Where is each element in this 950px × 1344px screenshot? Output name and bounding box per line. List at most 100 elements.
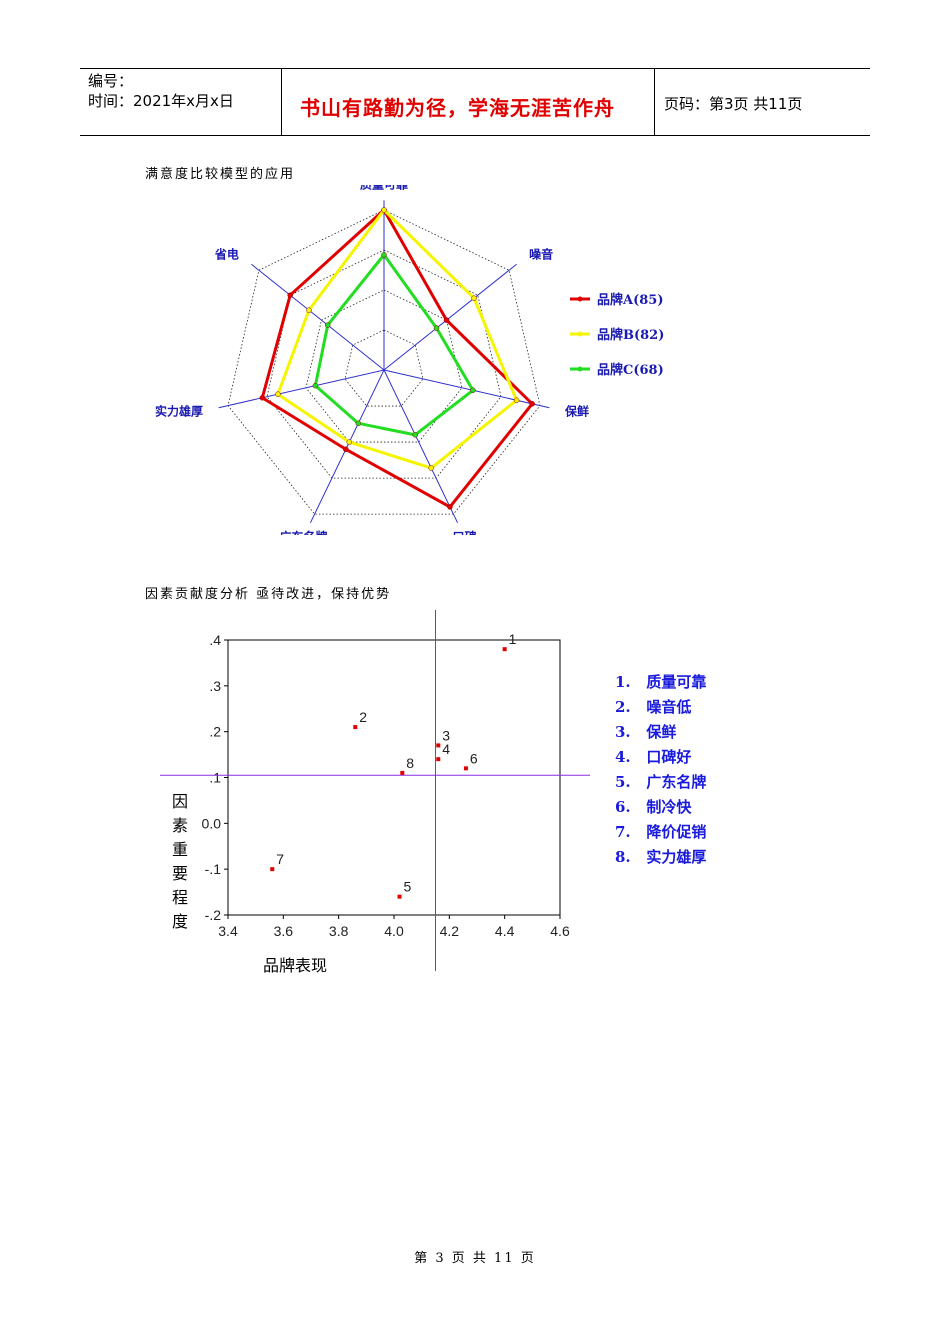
radar-series [259, 207, 535, 510]
radar-point [513, 397, 520, 404]
scatter-legend-item: 7. 降价促销 [615, 823, 707, 841]
radar-legend-marker [577, 331, 583, 337]
radar-spoke [383, 369, 459, 524]
radar-point [412, 432, 418, 438]
radar-chart: 质量可靠噪音保鲜口碑 广东名牌 实力雄厚 省电 品牌A(85) 品牌B(82) 品牌C(6… [155, 185, 664, 535]
scatter-point-label: 2 [359, 709, 367, 725]
radar-point [433, 325, 440, 331]
radar-axis-labels: 质量可靠噪音保鲜口碑 广东名牌 实力雄厚 省电 [155, 185, 589, 535]
scatter-point [270, 867, 275, 872]
radar-point [324, 322, 331, 328]
y-tick-label: .2 [209, 724, 221, 740]
radar-series-line [313, 253, 475, 437]
radar-point [529, 401, 535, 407]
scatter-chart: .4 .3 .2 .1 0.0 -.1 -.23.4 3.6 3.8 4.0 4.2 4.4 4.6 1… [160, 610, 590, 971]
radar-ring [305, 289, 463, 443]
scatter-point-label: 3 [442, 727, 450, 743]
scatter-legend-item: 5. 广东名牌 [615, 773, 707, 791]
page-footer: 第 3 页 共 11 页 [414, 1251, 536, 1266]
scatter-point [397, 894, 402, 899]
radar-grid [218, 200, 550, 524]
scatter-point [502, 647, 507, 652]
radar-axis-label: 质量可靠 [360, 185, 408, 191]
radar-spoke [383, 369, 550, 409]
radar-point [447, 504, 453, 510]
y-tick-label: 0.0 [202, 815, 222, 831]
scatter-point-label: 5 [404, 879, 412, 895]
scatter-legend-item: 8. 实力雄厚 [615, 848, 707, 866]
document-number-label: 编号： [88, 72, 134, 90]
scatter-point [353, 725, 358, 730]
radar-point [346, 439, 353, 445]
radar-legend-label: 品牌A(85) [597, 292, 663, 308]
scatter-plot-area [227, 639, 561, 916]
x-tick-label: 3.6 [274, 923, 294, 939]
radar-axis-label: 广东名牌 [279, 529, 327, 535]
radar-legend: 品牌A(85) 品牌B(82) 品牌C(68) [570, 292, 664, 378]
scatter-legend-item: 2. 噪音低 [615, 698, 692, 716]
radar-point [381, 207, 387, 213]
header-divider-1 [281, 68, 282, 136]
radar-legend-label: 品牌C(68) [597, 362, 664, 378]
y-tick-label: -.2 [205, 907, 222, 923]
header-motto: 书山有路勤为径，学海无涯苦作舟 [300, 96, 615, 120]
radar-ring [227, 209, 541, 515]
scatter-point-label: 1 [509, 631, 517, 647]
x-tick-label: 4.6 [550, 923, 570, 939]
radar-point [355, 420, 362, 427]
scatter-point [436, 743, 441, 748]
radar-axis-label: 保鲜 [564, 403, 589, 418]
header-divider-2 [654, 68, 655, 136]
y-tick-label: .4 [209, 632, 221, 648]
radar-legend-label: 品牌B(82) [597, 327, 664, 343]
y-tick-label: .3 [209, 678, 221, 694]
x-tick-label: 3.8 [329, 923, 349, 939]
scatter-point-label: 8 [406, 755, 414, 771]
radar-spoke [251, 263, 385, 371]
y-tick-label: -.1 [205, 861, 222, 877]
radar-point [443, 317, 450, 323]
scatter-point-label: 7 [276, 851, 284, 867]
x-tick-label: 4.4 [495, 923, 515, 939]
radar-spoke [218, 369, 385, 409]
radar-point [471, 295, 477, 301]
header-top-border [80, 68, 870, 69]
scatter-legend-item: 1. 质量可靠 [615, 673, 707, 691]
radar-axis-label: 噪音 [529, 246, 553, 261]
section-title-contribution: 因素贡献度分析 亟待改进，保持优势 [145, 587, 392, 602]
radar-legend-marker [577, 366, 583, 372]
radar-point [287, 292, 293, 298]
radar-point [275, 391, 281, 397]
scatter-point [400, 770, 405, 775]
radar-point [381, 252, 387, 258]
radar-point [428, 465, 434, 471]
header-bottom-border [80, 135, 870, 136]
radar-point [312, 382, 319, 389]
scatter-legend-item: 6. 制冷快 [615, 798, 692, 816]
radar-ring [266, 249, 502, 479]
scatter-y-axis-label: 因素重要程度 [172, 792, 189, 931]
radar-series-line [260, 208, 534, 509]
scatter-point-label: 4 [442, 741, 450, 757]
radar-axis-label: 实力雄厚 [155, 403, 203, 418]
scatter-frame: .4 .3 .2 .1 0.0 -.1 -.23.4 3.6 3.8 4.0 4.2 4.4 4.6 [160, 610, 590, 971]
scatter-point [436, 757, 441, 762]
scatter-x-axis-label: 品牌表现 [263, 956, 328, 975]
x-tick-label: 3.4 [218, 923, 238, 939]
radar-point [343, 446, 349, 453]
x-tick-label: 4.2 [440, 923, 460, 939]
radar-axis-label: 口碑 [453, 529, 477, 535]
scatter-point [463, 766, 468, 771]
scatter-legend: 1. 质量可靠 2. 噪音低 3. 保鲜 4. 口碑好 5. 广东名牌 6. 制… [615, 671, 706, 871]
radar-legend-marker [577, 296, 583, 302]
page-indicator: 页码：第3页 共11页 [664, 95, 803, 113]
radar-axis-label: 省电 [214, 246, 239, 261]
scatter-point-label: 6 [470, 750, 478, 766]
radar-spoke [383, 263, 517, 371]
radar-series-line [276, 208, 519, 470]
radar-point [306, 307, 312, 313]
x-tick-label: 4.0 [384, 923, 404, 939]
section-title-satisfaction: 满意度比较模型的应用 [145, 167, 296, 182]
scatter-points: 1 2 34 5 6 7 8 [270, 631, 517, 899]
radar-point [470, 387, 476, 394]
